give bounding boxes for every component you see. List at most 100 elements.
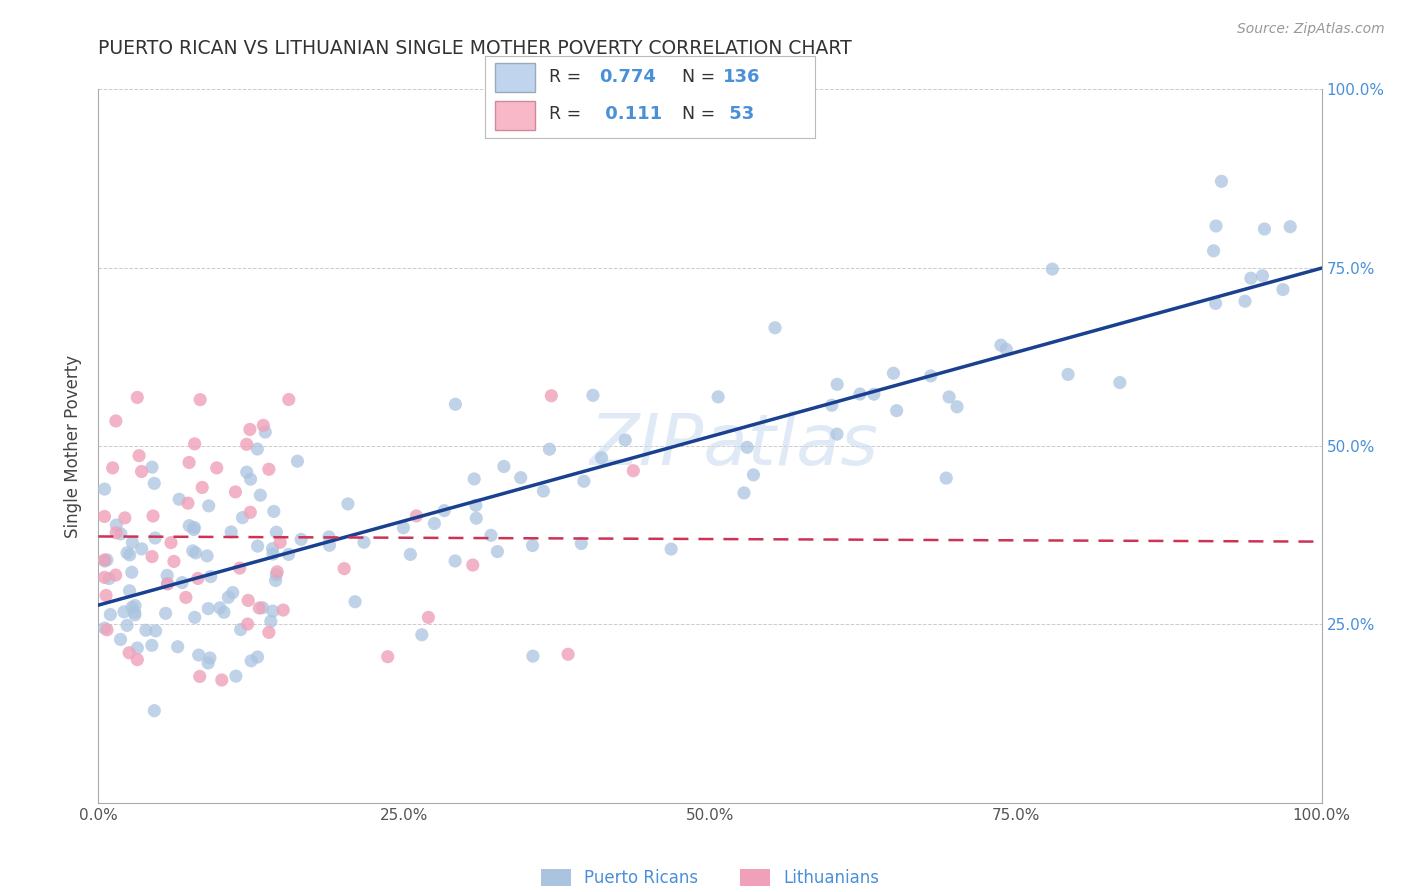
Point xyxy=(733,486,755,500)
Point xyxy=(198,651,221,665)
Point xyxy=(163,554,186,568)
Point xyxy=(266,567,288,582)
Point xyxy=(188,392,211,407)
Text: N =: N = xyxy=(682,68,720,87)
Point xyxy=(920,368,942,383)
Point xyxy=(212,605,235,619)
Point xyxy=(522,539,544,553)
Point xyxy=(104,568,127,582)
Point xyxy=(112,605,135,619)
Point xyxy=(1253,222,1275,236)
Point xyxy=(211,673,233,687)
Point xyxy=(200,569,222,583)
Point xyxy=(271,603,294,617)
Point xyxy=(486,544,509,558)
Point xyxy=(127,391,149,405)
Point xyxy=(318,530,340,544)
Point xyxy=(219,524,242,539)
Point xyxy=(195,549,218,563)
Point xyxy=(405,508,427,523)
Point xyxy=(742,467,765,482)
Point xyxy=(156,568,179,582)
Point xyxy=(181,544,204,558)
Point xyxy=(217,591,239,605)
Point xyxy=(333,561,356,575)
Point xyxy=(93,554,115,568)
Point xyxy=(231,510,253,524)
Point xyxy=(290,533,312,547)
Point xyxy=(115,618,138,632)
Point xyxy=(465,511,488,525)
Point xyxy=(246,539,269,553)
Point xyxy=(935,471,957,485)
Point xyxy=(263,504,285,518)
Point xyxy=(572,474,595,488)
Point xyxy=(143,704,166,718)
Point xyxy=(849,387,872,401)
Point xyxy=(252,600,274,615)
Point xyxy=(707,390,730,404)
Text: 136: 136 xyxy=(723,68,761,87)
Point xyxy=(155,607,177,621)
Point xyxy=(825,427,848,442)
Point xyxy=(239,505,262,519)
FancyBboxPatch shape xyxy=(495,101,534,130)
Point xyxy=(509,470,531,484)
Point xyxy=(197,656,219,670)
Point xyxy=(277,547,299,561)
Point xyxy=(582,388,605,402)
Point xyxy=(177,455,200,469)
Point xyxy=(264,574,287,588)
Point xyxy=(254,425,277,439)
Point xyxy=(1279,219,1302,234)
Text: 0.774: 0.774 xyxy=(599,68,657,87)
Y-axis label: Single Mother Poverty: Single Mother Poverty xyxy=(65,354,83,538)
Point xyxy=(188,669,211,683)
Point xyxy=(1271,283,1294,297)
Point xyxy=(433,503,456,517)
Point xyxy=(115,546,138,560)
Point xyxy=(229,623,252,637)
Point xyxy=(141,549,163,564)
Point xyxy=(135,624,157,638)
Point xyxy=(127,652,149,666)
Point xyxy=(247,601,270,615)
Text: Source: ZipAtlas.com: Source: ZipAtlas.com xyxy=(1237,22,1385,37)
Point xyxy=(118,548,141,562)
Point xyxy=(160,535,183,549)
Point xyxy=(946,400,969,414)
Point xyxy=(763,320,786,334)
Point xyxy=(479,528,502,542)
Point xyxy=(225,669,247,683)
Point xyxy=(266,565,288,579)
Point xyxy=(262,541,284,556)
Point xyxy=(246,650,269,665)
Point xyxy=(863,387,886,401)
Point xyxy=(614,433,637,447)
Point xyxy=(93,621,115,635)
Point xyxy=(124,605,146,619)
Point xyxy=(444,397,467,411)
Text: N =: N = xyxy=(682,105,720,123)
Point xyxy=(540,389,562,403)
Text: PUERTO RICAN VS LITHUANIAN SINGLE MOTHER POVERTY CORRELATION CHART: PUERTO RICAN VS LITHUANIAN SINGLE MOTHER… xyxy=(98,39,852,58)
Point xyxy=(995,343,1018,357)
Point xyxy=(143,531,166,545)
Point xyxy=(886,403,908,417)
Point xyxy=(257,625,280,640)
Point xyxy=(659,542,682,557)
Point xyxy=(621,464,644,478)
Point xyxy=(197,601,219,615)
Point xyxy=(191,480,214,494)
Point xyxy=(94,589,117,603)
Point xyxy=(1057,368,1080,382)
Point xyxy=(235,465,257,479)
Point xyxy=(238,593,260,607)
Text: 53: 53 xyxy=(723,105,754,123)
Text: R =: R = xyxy=(550,105,588,123)
Point xyxy=(318,538,340,552)
Point xyxy=(277,392,299,407)
Point xyxy=(825,377,848,392)
Point xyxy=(257,462,280,476)
Point xyxy=(240,654,263,668)
